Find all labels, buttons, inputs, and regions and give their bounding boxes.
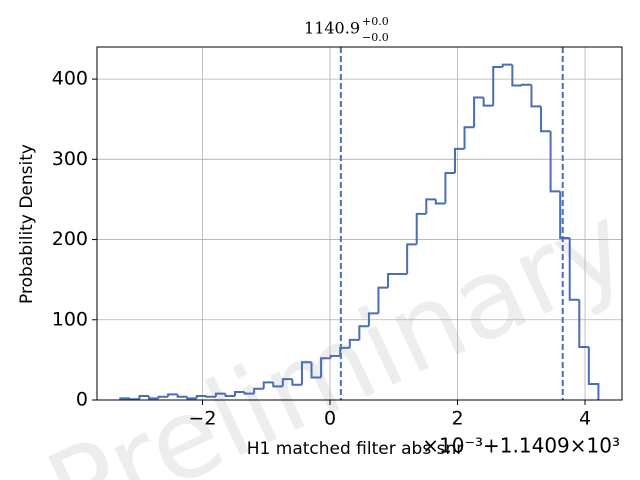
x-tick-label: 2 — [451, 408, 463, 430]
x-axis-label: H1 matched filter abs snr — [247, 439, 463, 459]
histogram-step — [482, 97, 494, 107]
histogram-step — [243, 391, 255, 395]
histogram-step — [415, 212, 427, 245]
histogram-step — [176, 394, 188, 398]
x-tick-label: −2 — [189, 408, 217, 430]
histogram-step — [587, 347, 600, 400]
histogram-step — [300, 361, 312, 385]
histogram-step — [473, 96, 484, 128]
x-offset-text: ×10⁻³+1.1409×10³ — [422, 434, 620, 458]
histogram-step — [253, 387, 264, 394]
histogram-step — [387, 273, 398, 288]
histogram-step — [358, 325, 369, 340]
y-tick-label: 300 — [52, 148, 88, 170]
x-tick-label: 0 — [324, 408, 336, 430]
histogram-step — [425, 198, 436, 214]
histogram-step — [377, 286, 389, 314]
histogram-step — [511, 64, 522, 87]
title-lower: −0.0 — [362, 31, 389, 44]
y-tick-label: 100 — [52, 308, 88, 330]
histogram-step — [501, 63, 513, 68]
x-tick-label: 4 — [579, 408, 591, 430]
histogram-step — [568, 237, 580, 301]
histogram-step — [444, 171, 455, 204]
histogram-step — [559, 191, 570, 239]
histogram-step — [214, 392, 226, 397]
histogram-step — [128, 398, 140, 401]
histogram-step — [234, 390, 245, 396]
histogram-step — [348, 338, 360, 348]
histogram-step — [138, 394, 149, 400]
histogram-step — [157, 395, 169, 399]
plot-frame — [96, 46, 623, 401]
histogram-step — [540, 106, 551, 133]
histogram-step — [272, 382, 283, 388]
chart-title: 1140.9 — [304, 19, 360, 38]
histogram-step — [291, 379, 302, 386]
histogram-step — [262, 381, 274, 389]
histogram-step — [186, 396, 197, 400]
histogram-step — [520, 83, 532, 86]
y-tick-label: 400 — [52, 68, 88, 90]
histogram-step — [329, 354, 341, 359]
histogram-step — [367, 312, 379, 327]
histogram-step — [549, 131, 561, 193]
histogram-step — [578, 299, 589, 349]
histogram-step — [195, 394, 207, 399]
histogram-step — [310, 362, 322, 379]
histogram-step — [167, 393, 178, 397]
y-tick-label: 0 — [76, 389, 88, 411]
histogram-step — [147, 395, 159, 400]
histogram-step — [530, 84, 542, 108]
histogram-step — [463, 126, 475, 149]
histogram-step — [492, 66, 503, 106]
histogram-step — [434, 199, 446, 205]
y-tick-label: 200 — [52, 228, 88, 250]
histogram-step — [205, 395, 216, 398]
histogram-step — [453, 147, 465, 173]
histogram-step — [119, 397, 130, 400]
histogram-step — [320, 357, 331, 378]
y-axis-label: Probability Density — [17, 144, 37, 304]
histogram-step — [281, 378, 293, 387]
histogram-step — [224, 393, 236, 397]
title-upper: +0.0 — [362, 15, 389, 28]
histogram-step — [406, 243, 417, 275]
